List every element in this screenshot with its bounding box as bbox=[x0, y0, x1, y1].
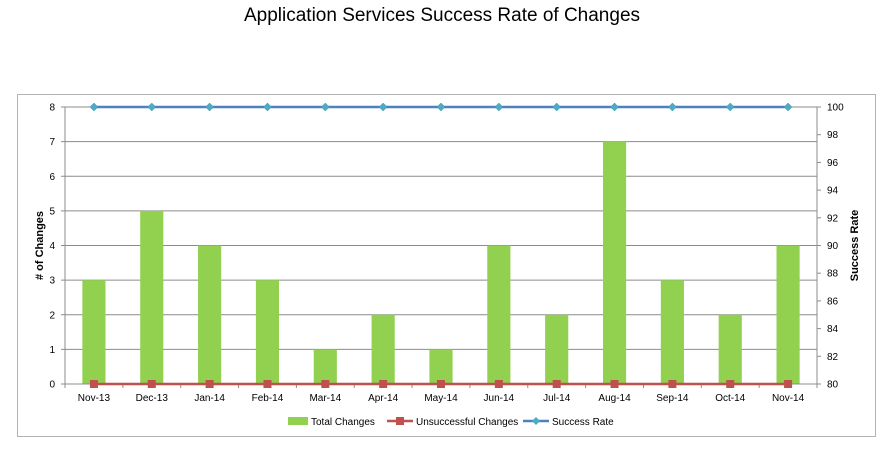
x-tick-label: Feb-14 bbox=[252, 393, 284, 404]
x-tick-label: Jun-14 bbox=[484, 393, 515, 404]
x-tick-label: Jul-14 bbox=[543, 393, 571, 404]
bar bbox=[487, 245, 511, 384]
bar bbox=[602, 141, 627, 384]
y2-tick-label: 84 bbox=[827, 324, 839, 335]
unsuccessful-point bbox=[784, 380, 793, 388]
legend-label-unsuccessful: Unsuccessful Changes bbox=[416, 417, 518, 428]
unsuccessful-point bbox=[89, 380, 98, 388]
y-tick-label: 8 bbox=[49, 103, 55, 114]
bar bbox=[545, 314, 569, 384]
x-tick-label: Dec-13 bbox=[136, 393, 169, 404]
bar bbox=[660, 280, 684, 384]
y2-axis-label: Success Rate bbox=[849, 210, 861, 282]
y-axis-label: # of Changes bbox=[34, 211, 46, 280]
unsuccessful-point bbox=[205, 380, 214, 388]
unsuccessful-point bbox=[263, 380, 272, 388]
y2-tick-label: 82 bbox=[827, 352, 839, 363]
bar bbox=[371, 314, 395, 384]
unsuccessful-point bbox=[726, 380, 735, 388]
bar bbox=[140, 210, 164, 384]
bar bbox=[429, 349, 453, 384]
y2-tick-label: 96 bbox=[827, 158, 839, 169]
y-tick-label: 0 bbox=[49, 380, 55, 391]
y-tick-label: 2 bbox=[49, 310, 55, 321]
x-tick-label: May-14 bbox=[424, 393, 458, 404]
bar bbox=[718, 314, 742, 384]
success-rate-point bbox=[725, 102, 735, 112]
success-rate-point bbox=[610, 102, 619, 112]
success-rate-point bbox=[263, 102, 272, 112]
success-rate-point bbox=[668, 102, 677, 112]
x-tick-label: Jan-14 bbox=[194, 393, 225, 404]
x-tick-label: Mar-14 bbox=[309, 393, 341, 404]
success-rate-point bbox=[378, 102, 388, 112]
unsuccessful-point bbox=[379, 380, 388, 388]
success-rate-point bbox=[147, 102, 157, 112]
y2-tick-label: 98 bbox=[827, 130, 839, 141]
bar bbox=[82, 280, 106, 384]
unsuccessful-point bbox=[437, 380, 445, 388]
unsuccessful-point bbox=[668, 380, 677, 388]
success-rate-point bbox=[494, 102, 504, 112]
y2-tick-label: 90 bbox=[827, 241, 839, 252]
unsuccessful-point bbox=[552, 380, 561, 388]
y-tick-label: 4 bbox=[49, 241, 55, 252]
legend-marker-unsuccessful bbox=[396, 417, 404, 425]
success-rate-point bbox=[552, 102, 562, 112]
y2-tick-label: 80 bbox=[827, 380, 839, 391]
unsuccessful-point bbox=[321, 380, 330, 388]
success-rate-point bbox=[89, 102, 99, 112]
y-tick-label: 1 bbox=[49, 345, 55, 356]
y2-tick-label: 86 bbox=[827, 296, 839, 307]
legend-swatch-total-changes bbox=[288, 417, 308, 425]
y-tick-label: 6 bbox=[49, 172, 55, 183]
x-tick-label: Nov-13 bbox=[78, 393, 111, 404]
y2-tick-label: 94 bbox=[827, 186, 839, 197]
bar bbox=[198, 245, 222, 384]
y2-tick-label: 88 bbox=[827, 269, 839, 280]
legend-label-total-changes: Total Changes bbox=[311, 417, 375, 428]
unsuccessful-point bbox=[610, 380, 619, 388]
success-rate-point bbox=[320, 102, 330, 112]
success-rate-point bbox=[783, 102, 793, 112]
success-rate-point bbox=[205, 102, 214, 112]
chart-frame bbox=[17, 94, 876, 437]
bar bbox=[313, 349, 337, 384]
y-tick-label: 3 bbox=[49, 276, 55, 287]
y-tick-label: 5 bbox=[49, 206, 55, 217]
y2-tick-label: 92 bbox=[827, 213, 839, 224]
x-tick-label: Oct-14 bbox=[715, 393, 745, 404]
unsuccessful-point bbox=[147, 380, 156, 388]
chart-title: Application Services Success Rate of Cha… bbox=[243, 5, 641, 26]
x-tick-label: Sep-14 bbox=[656, 393, 689, 404]
bar bbox=[255, 280, 280, 384]
unsuccessful-point bbox=[494, 380, 503, 388]
x-tick-label: Aug-14 bbox=[598, 393, 631, 404]
x-tick-label: Nov-14 bbox=[772, 393, 805, 404]
y2-tick-label: 100 bbox=[827, 103, 844, 114]
success-rate-point bbox=[436, 102, 446, 112]
x-tick-label: Apr-14 bbox=[368, 393, 398, 404]
legend-marker-success-rate bbox=[532, 417, 540, 425]
y-tick-label: 7 bbox=[49, 137, 55, 148]
legend-label-success-rate: Success Rate bbox=[552, 417, 614, 428]
bar bbox=[776, 245, 800, 384]
